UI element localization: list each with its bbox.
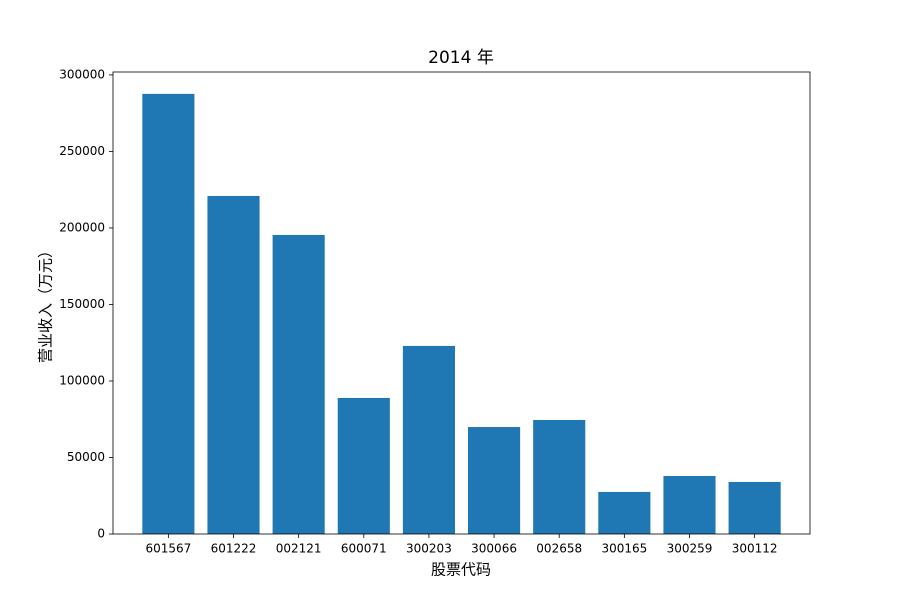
bar	[468, 427, 521, 534]
x-tick-label: 300259	[667, 542, 713, 556]
x-tick-label: 300066	[471, 542, 517, 556]
bar	[272, 234, 325, 534]
x-tick-label: 300165	[601, 542, 647, 556]
bar	[142, 93, 195, 534]
x-tick-label: 002121	[276, 542, 322, 556]
bar	[207, 195, 260, 534]
bar	[533, 419, 586, 534]
x-tick-label: 300203	[406, 542, 452, 556]
x-tick-label: 601222	[211, 542, 257, 556]
bar	[598, 491, 651, 534]
bar	[402, 345, 455, 534]
x-tick-label: 601567	[145, 542, 191, 556]
y-tick-label: 200000	[59, 220, 105, 234]
bar	[337, 397, 390, 534]
x-axis-label: 股票代码	[431, 561, 491, 579]
y-tick-label: 100000	[59, 373, 105, 387]
x-tick-label: 300112	[732, 542, 778, 556]
bar	[663, 476, 716, 534]
y-tick-label: 300000	[59, 67, 105, 81]
y-tick-label: 250000	[59, 144, 105, 158]
y-tick-label: 50000	[67, 450, 105, 464]
y-tick-label: 150000	[59, 297, 105, 311]
x-tick-label: 600071	[341, 542, 387, 556]
chart-title: 2014 年	[428, 48, 494, 68]
x-tick-label: 002658	[536, 542, 582, 556]
plot-frame	[112, 71, 811, 535]
y-tick-label: 0	[97, 527, 105, 541]
bar	[728, 481, 781, 534]
y-axis-label: 营业收入（万元）	[37, 243, 55, 363]
